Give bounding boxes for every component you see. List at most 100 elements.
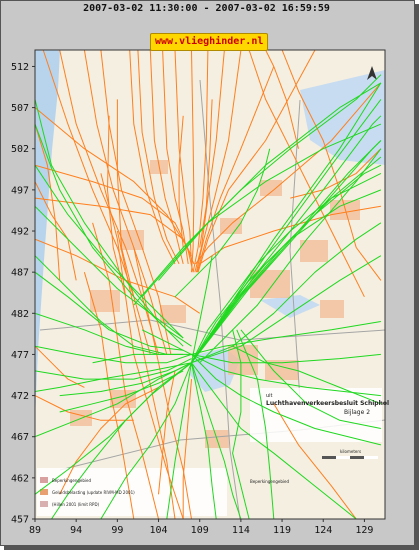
legend-item-3: (Hillen 2001 (limit RPD) [52, 502, 100, 507]
y-tick-label-507: 507 [11, 103, 29, 114]
track-series-1-5 [35, 271, 184, 351]
x-tick-label-129: 129 [355, 525, 373, 536]
track-series-1-28 [191, 362, 357, 519]
track-series-0-9 [196, 66, 275, 273]
track-series-0-17 [100, 50, 172, 355]
track-series-1-37 [232, 329, 250, 519]
track-series-1-33 [51, 362, 192, 519]
track-series-1-17 [191, 99, 382, 363]
track-series-1-31 [166, 362, 192, 519]
y-tick-label-502: 502 [11, 144, 29, 155]
track-series-0-26 [195, 82, 382, 265]
y-tick-label-487: 487 [11, 268, 29, 279]
flight-tracks [35, 50, 382, 519]
track-series-1-34 [35, 362, 192, 495]
caption-line-2: Luchthavenverkeersbesluit Schiphol [266, 400, 389, 407]
track-series-0-6 [192, 50, 209, 273]
track-series-0-22 [133, 247, 192, 519]
y-tick-label-472: 472 [11, 391, 29, 402]
y-tick-label-512: 512 [11, 62, 29, 73]
track-series-0-8 [195, 50, 242, 273]
x-tick-label-109: 109 [191, 525, 209, 536]
track-series-0-20 [83, 272, 135, 519]
track-series-1-30 [191, 362, 217, 519]
track-series-1-39 [240, 329, 381, 429]
legend-extra: Beperkingengebied [250, 479, 289, 484]
y-axis: 457 462 467 472 477 482 487 492 497 502 507 512 [11, 62, 35, 526]
x-tick-label-99: 99 [111, 525, 123, 536]
website-badge[interactable]: www.vlieghinder.nl [150, 33, 269, 51]
track-series-0-37 [182, 379, 192, 519]
track-series-0-2 [149, 50, 184, 265]
legend-swatches [40, 477, 48, 507]
y-tick-label-497: 497 [11, 185, 29, 196]
track-series-0-29 [248, 50, 365, 298]
y-tick-label-482: 482 [11, 309, 29, 320]
track-series-1-38 [236, 329, 275, 519]
track-series-1-24 [191, 354, 382, 446]
y-tick-label-467: 467 [11, 432, 29, 443]
track-series-1-2 [35, 358, 192, 380]
track-series-0-38 [273, 403, 357, 519]
track-series-0-1 [137, 50, 180, 265]
track-series-0-34 [35, 395, 134, 421]
x-tick-label-94: 94 [70, 525, 82, 536]
base-map [35, 50, 385, 519]
y-tick-label-477: 477 [11, 350, 29, 361]
track-series-1-15 [191, 140, 382, 364]
y-tick-label-462: 462 [11, 473, 29, 484]
track-series-0-0 [129, 50, 176, 265]
y-tick-label-457: 457 [11, 515, 29, 526]
caption-line-1: uit [266, 393, 273, 399]
track-series-0-15 [59, 50, 159, 355]
y-tick-label-492: 492 [11, 227, 29, 238]
north-arrow-icon [367, 66, 377, 80]
track-series-1-43 [141, 329, 192, 355]
track-series-1-40 [232, 345, 382, 405]
track-series-1-35 [35, 362, 192, 438]
x-tick-label-114: 114 [232, 525, 250, 536]
track-series-1-45 [191, 255, 213, 363]
track-series-1-36 [35, 362, 192, 392]
track-series-1-20 [158, 123, 382, 281]
track-series-0-36 [158, 370, 176, 495]
legend-item-1: Beperkingengebied [52, 478, 91, 483]
x-tick-label-119: 119 [273, 525, 291, 536]
caption-line-3: Bijlage 2 [344, 409, 370, 416]
north-sea [35, 50, 60, 420]
track-series-1-0 [59, 370, 184, 413]
track-series-0-23 [116, 99, 135, 297]
track-series-1-26 [191, 353, 381, 364]
track-series-0-30 [265, 50, 299, 149]
track-series-0-27 [199, 205, 381, 265]
track-series-1-29 [191, 362, 242, 519]
track-series-0-14 [42, 50, 151, 355]
track-series-1-23 [174, 148, 271, 298]
track-series-1-27 [191, 321, 381, 355]
track-series-1-41 [191, 222, 382, 364]
track-series-1-22 [133, 74, 382, 306]
track-series-0-32 [35, 181, 77, 281]
track-series-0-31 [35, 123, 61, 281]
time-range-title: 2007-03-02 11:30:00 - 2007-03-02 16:59:5… [83, 3, 330, 14]
track-series-0-33 [35, 345, 85, 388]
track-series-1-46 [35, 255, 167, 355]
track-series-0-41 [199, 99, 213, 248]
x-tick-label-124: 124 [314, 525, 332, 536]
track-series-1-8 [35, 164, 184, 339]
x-axis: 89 94 99 104 109 114 119 124 129 [29, 519, 373, 536]
track-series-1-18 [191, 82, 382, 363]
track-series-0-10 [197, 50, 316, 273]
x-tick-label-104: 104 [149, 525, 167, 536]
track-series-1-7 [35, 123, 192, 347]
map-caption: uit Luchthavenverkeersbesluit Schiphol B… [52, 393, 389, 507]
track-series-0-7 [194, 50, 225, 273]
track-series-1-19 [199, 148, 382, 364]
track-series-0-12 [35, 164, 192, 256]
track-series-1-32 [100, 362, 192, 519]
track-series-1-42 [191, 255, 382, 364]
track-series-0-5 [191, 50, 195, 273]
caption-panel [250, 388, 382, 442]
scale-label: kilometers [340, 449, 361, 454]
